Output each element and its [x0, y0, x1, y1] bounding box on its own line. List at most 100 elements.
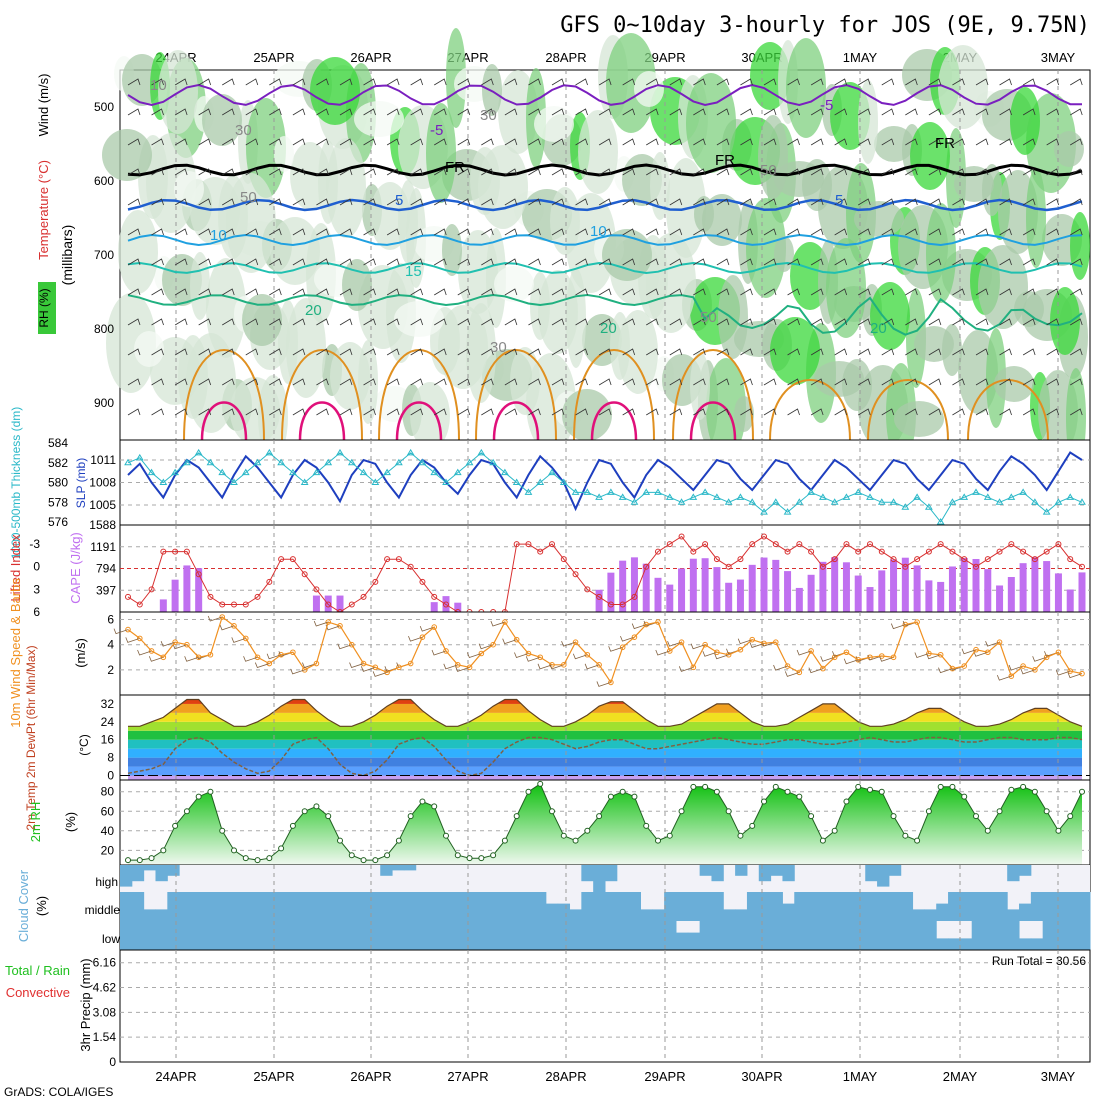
- wind10-barb: [773, 664, 788, 671]
- cape-bar: [937, 581, 945, 612]
- temp-line: [128, 698, 1083, 727]
- wind-barb: [646, 168, 659, 176]
- wind-barb: [622, 78, 636, 86]
- cloud-high-bar: [1007, 865, 1020, 882]
- precip-axis-label: 3hr Precip (mm): [78, 958, 93, 1051]
- thickness-point: [395, 458, 403, 466]
- wind-barb: [622, 108, 636, 116]
- cloud-low-bar: [1030, 938, 1044, 950]
- wind-barb: [905, 318, 918, 326]
- wind10-barb: [808, 667, 824, 674]
- cloud-high-bar: [865, 865, 878, 882]
- pressure-axis-label: (millibars): [59, 225, 75, 286]
- wind-barb: [999, 168, 1012, 176]
- wind-barb: [999, 288, 1012, 296]
- rh-shade-blob: [938, 45, 988, 129]
- wind-barb: [504, 258, 518, 266]
- wind-barb: [1022, 348, 1036, 356]
- cloud-low-bar: [392, 921, 405, 950]
- wind10-barb: [360, 666, 376, 672]
- wind-barb: [174, 168, 188, 176]
- wind-barb: [339, 78, 353, 86]
- wind-barb: [716, 168, 730, 176]
- rh-shade-blob: [510, 347, 540, 415]
- wind-barb: [669, 138, 683, 146]
- rh-shade-blob: [482, 64, 502, 116]
- wind-barb: [763, 168, 777, 176]
- rh-point: [172, 822, 179, 829]
- cape-bar: [183, 565, 191, 612]
- cape-tick: 794: [96, 562, 116, 576]
- wind-barb: [1022, 258, 1036, 266]
- cloud-middle-bar: [841, 892, 854, 921]
- cloud-middle-bar: [924, 909, 937, 921]
- wind-barb: [975, 258, 989, 266]
- wind-barb: [222, 258, 235, 266]
- wind-barb: [269, 288, 282, 296]
- rh-point: [772, 783, 779, 790]
- wind-barb: [528, 288, 541, 296]
- wind-barb: [763, 228, 777, 236]
- wind10-barb: [431, 649, 447, 656]
- wind-barb: [999, 108, 1012, 116]
- wind-barb: [881, 288, 895, 296]
- cape-lifted-index-panel: 6 3 0 -3 397 794 1191 1588: [29, 518, 1091, 619]
- wind-barb: [528, 408, 541, 416]
- wind-barb: [198, 138, 212, 146]
- wind-barb: [928, 378, 942, 386]
- rh-point: [808, 813, 815, 820]
- lifted-index-point: [1067, 556, 1074, 563]
- thickness-point: [571, 488, 580, 495]
- wind-barb: [905, 348, 918, 356]
- dewpoint-line: [127, 736, 1083, 777]
- cloud-cover-panel: high middle low: [85, 864, 1091, 951]
- wind-barb: [151, 288, 164, 296]
- isotherm-line: [127, 261, 1083, 275]
- wind-barb: [127, 108, 141, 116]
- wind-barb: [410, 138, 424, 146]
- cloud-middle-bar: [1042, 892, 1056, 921]
- isotherm-label: 50: [240, 189, 257, 206]
- wind10m-panel: 2 4 6: [107, 611, 1091, 696]
- rh-point: [596, 813, 603, 820]
- wind-speed-point: [337, 623, 343, 629]
- wind-barb: [646, 78, 659, 86]
- cloud-low-bar: [640, 921, 653, 950]
- lifted-index-point: [348, 601, 355, 608]
- wind-barb: [245, 108, 259, 116]
- wind-barb: [339, 198, 353, 206]
- cloud-low-bar: [936, 938, 949, 950]
- wind-barb: [763, 78, 777, 86]
- wind-barb: [646, 318, 659, 326]
- wind10-barb: [549, 663, 564, 670]
- wind-barb: [952, 408, 965, 416]
- thickness-point: [536, 478, 545, 485]
- cloud-middle-bar: [1066, 892, 1079, 921]
- cloud-middle-bar: [711, 892, 724, 921]
- wind10-barb: [702, 651, 718, 657]
- wind-barb: [127, 228, 141, 236]
- cloud-low-bar: [214, 921, 227, 950]
- warm-isotherm: [183, 349, 265, 441]
- wind-barb: [410, 408, 424, 416]
- cloud-low-bar: [948, 938, 961, 950]
- wind-barb: [1046, 138, 1060, 146]
- wind-speed-point: [831, 654, 838, 661]
- isotherm-label: FR: [715, 152, 735, 169]
- wind-barb: [504, 108, 518, 116]
- wind10-barb: [867, 654, 882, 661]
- cloud-low-bar: [735, 921, 748, 950]
- rh-shade-blob: [578, 110, 618, 194]
- wind-barb: [598, 378, 612, 386]
- cloud-low-bar: [959, 938, 973, 950]
- wind-barb: [928, 288, 942, 296]
- rh-shade-blob: [802, 159, 832, 211]
- wind-speed-point: [572, 639, 579, 645]
- isotherm-line: [127, 293, 1083, 336]
- wind10-barb: [455, 666, 470, 672]
- thickness-tick: 578: [48, 495, 68, 509]
- lifted-index-point: [631, 593, 638, 600]
- wind-barb: [858, 378, 871, 386]
- wind-barb: [292, 408, 306, 416]
- cloud-middle-bar: [758, 892, 772, 921]
